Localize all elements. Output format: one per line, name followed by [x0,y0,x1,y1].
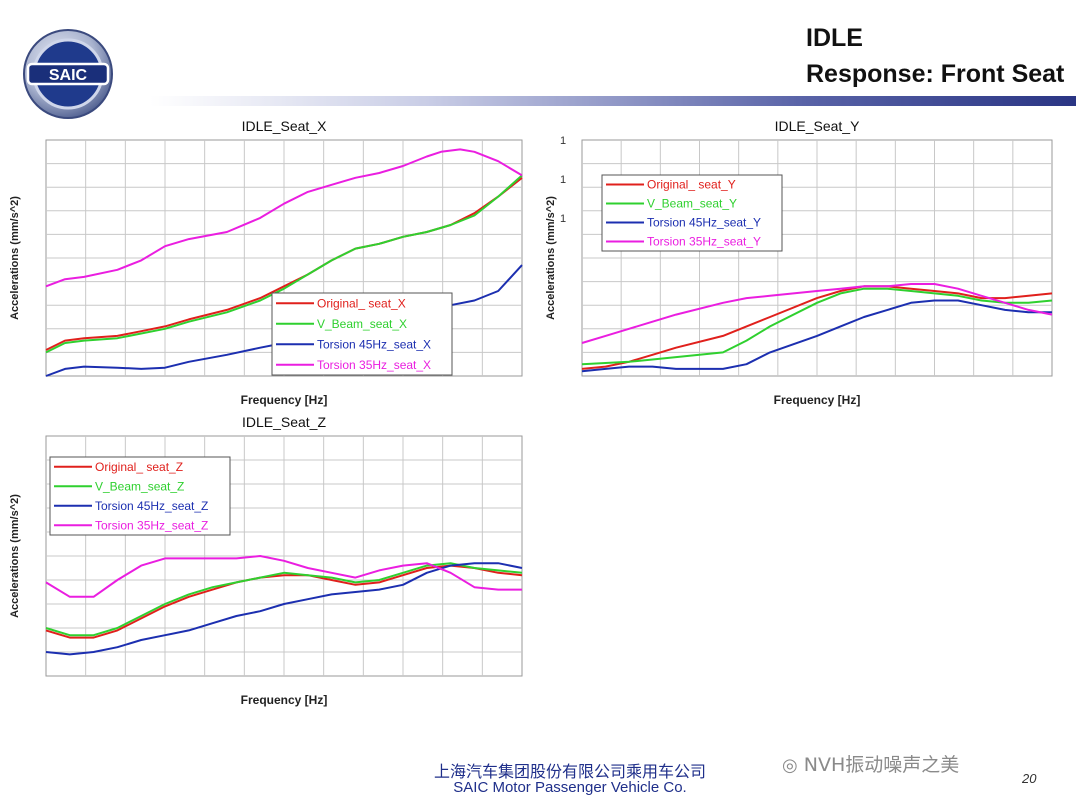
series-line [581,283,1053,344]
legend-box [601,174,783,252]
legend-label: Torsion 35Hz_seat_Z [95,518,208,532]
page-number: 20 [1022,771,1037,786]
chart-title: IDLE_Seat_X [242,118,327,134]
slide-subtitle: Response: Front Seat [806,60,1065,88]
legend-box [271,292,453,376]
chart-title: IDLE_Seat_Y [775,118,860,134]
legend-label: V_Beam_seat_Y [647,197,737,211]
legend-label: Torsion 45Hz_seat_Z [95,499,208,513]
series-line [45,562,523,656]
x-axis-label: Frequency [Hz] [241,393,328,407]
watermark: ◎ NVH振动噪声之美 [782,750,959,777]
chart-title: IDLE_Seat_Z [242,414,326,430]
chart-idle-seat-z: IDLE_Seat_Z Frequency [Hz] Accelerations (… [9,414,523,707]
series-line [45,174,523,354]
slide-title: IDLE [806,24,863,52]
logo-band [26,62,110,86]
series-line [45,555,522,598]
legend-label: Torsion 45Hz_seat_Y [647,216,761,230]
legend-label: V_Beam_seat_X [317,317,407,331]
series-line [45,564,523,639]
series-line [45,562,523,637]
legend-label: V_Beam_seat_Z [95,479,184,493]
watermark-text: NVH振动噪声之美 [803,754,960,776]
series-line [581,285,1053,370]
y-axis-label: Accelerations (mm/s^2) [9,196,21,320]
legend-label: Torsion 35Hz_seat_X [317,358,431,372]
y-tick-label: 1 [560,213,566,225]
legend-box [49,456,231,536]
footer-company-en: SAIC Motor Passenger Vehicle Co. [453,779,687,796]
x-axis-label: Frequency [Hz] [241,693,328,707]
legend-label: Torsion 35Hz_seat_Y [647,235,761,249]
logo-text: SAIC [49,67,88,84]
legend-label: Original_ seat_Z [95,460,183,474]
chart-idle-seat-x: IDLE_Seat_X Frequency [Hz] Accelerations (… [9,118,523,407]
wechat-icon: ◎ [782,755,798,776]
header-gradient-bar [150,96,1076,106]
saic-logo: SAIC [23,29,113,119]
legend-label: Torsion 45Hz_seat_X [317,337,431,351]
series-line [45,148,523,288]
y-axis-label: Accelerations (mm/s^2) [545,196,557,320]
series-line [581,287,1053,366]
y-axis-label: Accelerations (mm/s^2) [9,494,21,618]
legend-label: Original_ seat_X [317,296,406,310]
y-tick-label: 1 [560,174,566,186]
footer-company-cn: 上海汽车集团股份有限公司乘用车公司 [433,764,706,781]
y-tick-label: 1 [560,135,566,147]
legend-label: Original_ seat_Y [647,178,736,192]
chart-idle-seat-y: IDLE_Seat_Y 1 1 1 Frequency [Hz] Acceleration… [545,118,1053,407]
x-axis-label: Frequency [Hz] [774,393,861,407]
series-line [581,299,1052,373]
